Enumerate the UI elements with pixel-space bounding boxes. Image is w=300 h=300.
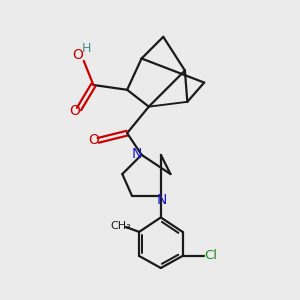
Text: O: O	[72, 48, 83, 62]
Text: O: O	[88, 134, 99, 147]
Text: O: O	[69, 104, 80, 118]
Text: Cl: Cl	[204, 250, 218, 262]
Text: N: N	[157, 193, 167, 207]
Text: N: N	[132, 147, 142, 160]
Text: CH₃: CH₃	[111, 221, 131, 231]
Text: H: H	[82, 42, 91, 56]
